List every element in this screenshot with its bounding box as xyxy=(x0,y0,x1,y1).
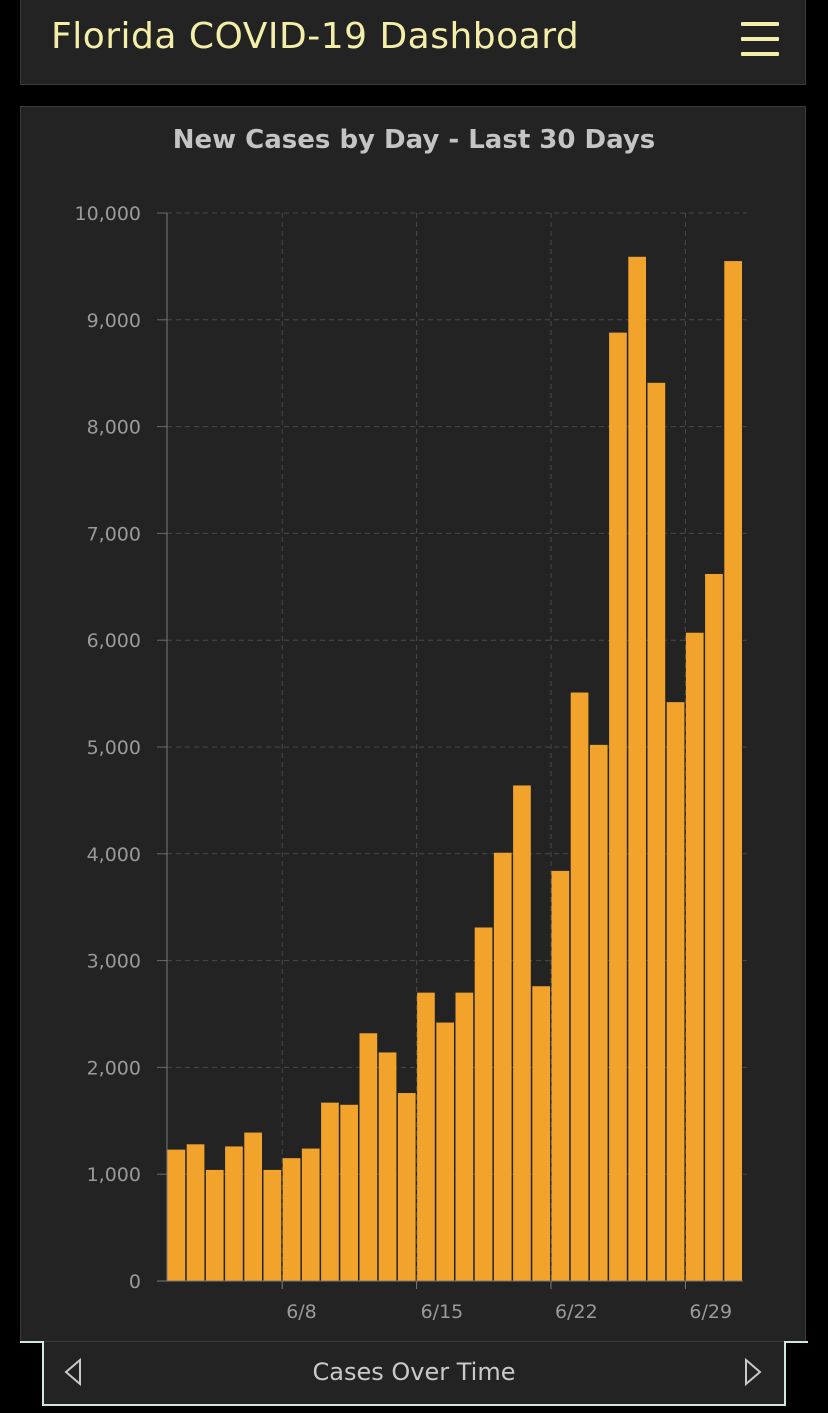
bar-3 xyxy=(205,1169,224,1281)
x-tick-label: 6/29 xyxy=(689,1301,732,1323)
y-tick-label: 7,000 xyxy=(87,523,141,545)
bar-10 xyxy=(340,1104,358,1281)
bar-chart: 0 1,000 2,000 3,000 4,000 5,000 6,000 7,000 8,00… xyxy=(75,203,747,1323)
bar-23 xyxy=(589,744,608,1281)
bar-4 xyxy=(225,1146,243,1281)
bar-18 xyxy=(493,852,512,1281)
y-tick-label: 5,000 xyxy=(87,737,141,759)
bar-30 xyxy=(724,261,742,1281)
x-tick-label: 6/15 xyxy=(421,1301,464,1323)
chart-panel: New Cases by Day - Last 30 Days 0 1,000 2,… xyxy=(20,106,806,1342)
bar-20 xyxy=(532,986,550,1281)
bar-5 xyxy=(244,1132,262,1281)
chart-footer: Cases Over Time xyxy=(42,1342,786,1406)
bar-25 xyxy=(628,256,646,1282)
previous-chart-button[interactable] xyxy=(60,1356,90,1388)
y-tick-label: 1,000 xyxy=(87,1164,141,1186)
bar-7 xyxy=(282,1158,301,1281)
hamburger-menu-icon[interactable] xyxy=(741,22,779,56)
bar-14 xyxy=(417,992,435,1281)
bar-13 xyxy=(397,1093,416,1281)
bar-12 xyxy=(378,1052,397,1281)
bar-22 xyxy=(570,692,589,1281)
y-tick-label: 9,000 xyxy=(87,310,141,332)
bar-27 xyxy=(666,702,685,1281)
chart-title: New Cases by Day - Last 30 Days xyxy=(172,125,656,155)
y-tick-label: 3,000 xyxy=(87,951,141,973)
bar-28 xyxy=(685,632,704,1281)
y-tick-label: 10,000 xyxy=(75,203,141,225)
triangle-left-icon xyxy=(64,1357,81,1387)
y-tick-label: 2,000 xyxy=(87,1057,141,1079)
y-tick-label: 8,000 xyxy=(87,417,141,439)
bar-29 xyxy=(705,573,723,1281)
y-tick-label: 6,000 xyxy=(87,630,141,652)
bar-21 xyxy=(551,870,570,1281)
bar-15 xyxy=(436,1022,454,1281)
triangle-right-icon xyxy=(745,1357,762,1387)
y-tick-label: 4,000 xyxy=(87,844,141,866)
footer-border-left xyxy=(20,1341,44,1343)
bar-1 xyxy=(167,1149,186,1281)
bar-8 xyxy=(301,1148,320,1281)
page-title: Florida COVID-19 Dashboard xyxy=(51,16,580,57)
bar-9 xyxy=(321,1102,339,1281)
x-tick-label: 6/8 xyxy=(286,1301,317,1323)
footer-border-right xyxy=(784,1341,808,1343)
bar-17 xyxy=(474,927,493,1281)
bar-16 xyxy=(455,992,474,1281)
footer-label: Cases Over Time xyxy=(312,1358,516,1386)
y-tick-label: 0 xyxy=(129,1271,141,1293)
bar-2 xyxy=(186,1144,205,1281)
bar-19 xyxy=(513,785,531,1281)
bar-6 xyxy=(263,1169,282,1281)
x-tick-label: 6/22 xyxy=(555,1301,598,1323)
bar-24 xyxy=(609,332,627,1282)
bar-26 xyxy=(647,382,666,1281)
dashboard-header: Florida COVID-19 Dashboard xyxy=(20,0,806,85)
bar-11 xyxy=(359,1033,378,1281)
next-chart-button[interactable] xyxy=(738,1356,768,1388)
